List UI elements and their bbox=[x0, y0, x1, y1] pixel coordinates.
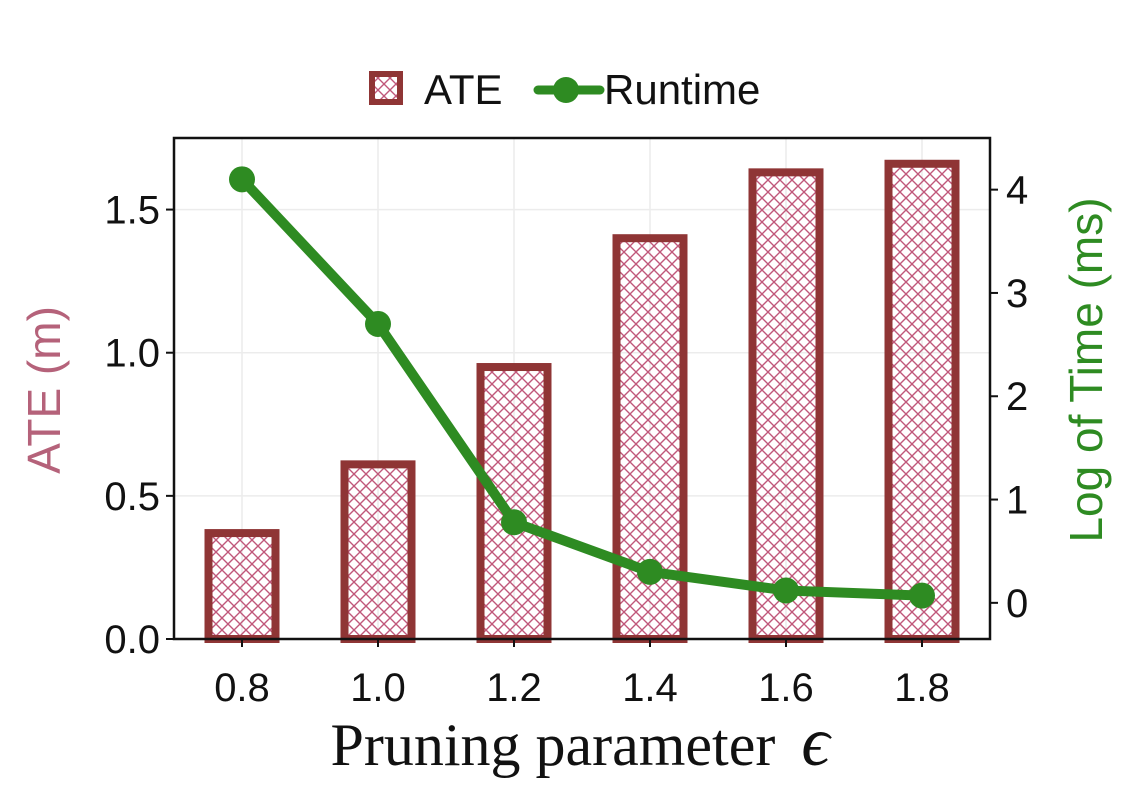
runtime-point-1.0 bbox=[365, 310, 391, 337]
left-tick-label-0: 0.0 bbox=[104, 618, 160, 662]
right-axis-title: Log of Time (ms) bbox=[1060, 197, 1112, 542]
right-tick-label-4: 4 bbox=[1006, 169, 1028, 213]
x-tick-label-1.0: 1.0 bbox=[350, 666, 406, 710]
bars bbox=[204, 159, 960, 644]
legend-runtime-marker bbox=[553, 77, 579, 103]
x-tick-label-1.6: 1.6 bbox=[758, 666, 814, 710]
ate-bar-1.2 bbox=[476, 363, 552, 643]
x-tick-label-1.2: 1.2 bbox=[486, 666, 542, 710]
runtime-point-1.4 bbox=[637, 558, 663, 585]
grid bbox=[174, 138, 990, 640]
legend-item-ate: ATE bbox=[369, 66, 503, 113]
right-tick-label-0: 0 bbox=[1006, 582, 1028, 626]
x-axis-title-symbol: ϵ bbox=[801, 704, 832, 781]
right-tick-label-1: 1 bbox=[1006, 479, 1028, 523]
legend: ATE Runtime bbox=[369, 66, 760, 113]
ate-bar-0.8 bbox=[204, 529, 280, 643]
legend-ate-label: ATE bbox=[424, 66, 503, 113]
right-tick-label-2: 2 bbox=[1006, 375, 1028, 419]
ate-bar-1.0 bbox=[340, 460, 416, 644]
legend-runtime-label: Runtime bbox=[604, 66, 760, 113]
right-axis-ticks: 0 1 2 3 4 bbox=[990, 169, 1028, 626]
plot-frame bbox=[172, 136, 992, 641]
left-tick-label-1: 0.5 bbox=[104, 475, 160, 519]
legend-item-runtime: Runtime bbox=[533, 66, 760, 113]
runtime-point-1.8 bbox=[909, 582, 935, 609]
x-tick-label-0.8: 0.8 bbox=[214, 666, 270, 710]
runtime-series bbox=[229, 166, 935, 609]
right-tick-label-3: 3 bbox=[1006, 272, 1028, 316]
runtime-point-1.6 bbox=[773, 577, 799, 604]
x-axis-title: Pruning parameter ϵ bbox=[330, 704, 832, 781]
legend-ate-swatch bbox=[369, 71, 403, 105]
runtime-point-0.8 bbox=[229, 166, 255, 193]
x-axis-ticks: 0.8 1.0 1.2 1.4 1.6 1.8 bbox=[214, 639, 950, 710]
ate-bar-1.6 bbox=[748, 168, 824, 643]
x-tick-label-1.8: 1.8 bbox=[894, 666, 950, 710]
runtime-point-1.2 bbox=[501, 509, 527, 536]
left-tick-label-3: 1.5 bbox=[104, 189, 160, 233]
runtime-line bbox=[237, 174, 927, 601]
left-axis-title: ATE (m) bbox=[18, 306, 70, 474]
x-axis-title-text: Pruning parameter bbox=[330, 712, 775, 778]
left-tick-label-2: 1.0 bbox=[104, 332, 160, 376]
x-tick-label-1.4: 1.4 bbox=[622, 666, 678, 710]
left-axis-ticks: 0.0 0.5 1.0 1.5 bbox=[104, 189, 174, 662]
ate-bar-1.8 bbox=[884, 159, 960, 643]
